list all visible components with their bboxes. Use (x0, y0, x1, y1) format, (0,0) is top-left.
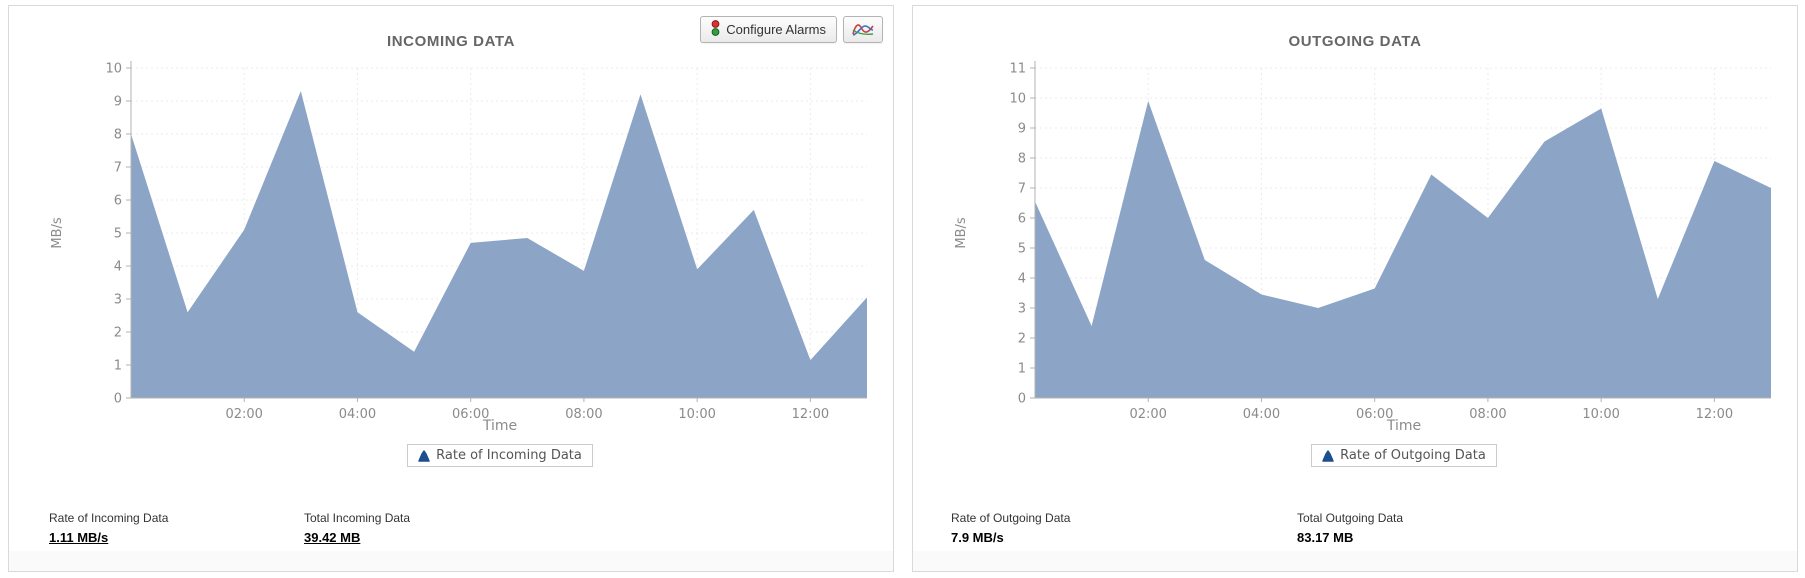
svg-text:10: 10 (1009, 92, 1026, 107)
stat-value: 7.9 MB/s (951, 530, 1004, 545)
stat-rate-incoming: Rate of Incoming Data 1.11 MB/s (49, 511, 304, 545)
svg-text:1: 1 (1018, 362, 1026, 377)
area-series-icon (1322, 449, 1334, 462)
configure-alarms-label: Configure Alarms (726, 22, 826, 37)
svg-text:2: 2 (1018, 332, 1026, 347)
svg-text:5: 5 (1018, 242, 1026, 257)
outgoing-legend-row: Rate of Outgoing Data (1035, 444, 1773, 467)
svg-text:8: 8 (114, 128, 122, 143)
incoming-legend[interactable]: Rate of Incoming Data (407, 444, 593, 467)
stat-total-outgoing: Total Outgoing Data 83.17 MB (1297, 511, 1403, 545)
svg-text:04:00: 04:00 (1243, 407, 1280, 422)
outgoing-legend-label: Rate of Outgoing Data (1340, 448, 1486, 463)
svg-text:10:00: 10:00 (1582, 407, 1619, 422)
svg-text:02:00: 02:00 (225, 407, 262, 422)
incoming-legend-label: Rate of Incoming Data (436, 448, 582, 463)
svg-text:6: 6 (1018, 212, 1026, 227)
svg-text:11: 11 (1009, 62, 1026, 77)
stat-total-incoming: Total Incoming Data 39.42 MB (304, 511, 410, 545)
svg-text:12:00: 12:00 (1696, 407, 1733, 422)
outgoing-chart-title: OUTGOING DATA (1288, 33, 1422, 50)
svg-text:0: 0 (1018, 392, 1026, 407)
svg-text:06:00: 06:00 (1356, 407, 1393, 422)
incoming-legend-row: Rate of Incoming Data (131, 444, 869, 467)
svg-text:4: 4 (1018, 272, 1026, 287)
svg-text:0: 0 (114, 392, 122, 407)
incoming-chart-title: INCOMING DATA (386, 33, 516, 50)
outgoing-data-panel: OUTGOING DATA 0 1 2 3 4 5 6 7 8 9 10 11 02:00 04:00 06… (912, 5, 1798, 572)
svg-text:9: 9 (1018, 122, 1026, 137)
svg-text:MB/s: MB/s (954, 217, 969, 249)
svg-text:08:00: 08:00 (1469, 407, 1506, 422)
toolbar: Configure Alarms (700, 16, 883, 43)
svg-text:10: 10 (105, 62, 122, 77)
chart-type-button[interactable] (843, 16, 883, 43)
stat-value-link[interactable]: 39.42 MB (304, 530, 361, 545)
incoming-area-chart[interactable]: 0 1 2 3 4 5 6 7 8 9 10 02:00 04:00 06:00 08:00 10:00 12:… (19, 54, 879, 424)
stat-label: Total Outgoing Data (1297, 511, 1404, 525)
traffic-light-icon (711, 20, 720, 39)
svg-text:2: 2 (114, 326, 122, 341)
stat-value-link[interactable]: 1.11 MB/s (49, 530, 109, 545)
stat-label: Total Incoming Data (304, 511, 411, 525)
incoming-x-axis-title: Time (482, 418, 518, 434)
svg-text:5: 5 (114, 227, 122, 242)
area-series-icon (418, 449, 430, 462)
stat-value: 83.17 MB (1297, 530, 1354, 545)
panel-footer (9, 551, 893, 571)
svg-text:06:00: 06:00 (452, 407, 489, 422)
svg-text:7: 7 (114, 161, 122, 176)
svg-text:7: 7 (1018, 182, 1026, 197)
outgoing-stats: Rate of Outgoing Data 7.9 MB/s Total Out… (951, 511, 1403, 545)
outgoing-area-chart[interactable]: 0 1 2 3 4 5 6 7 8 9 10 11 02:00 04:00 06:00 08:00 10:00 1… (923, 54, 1783, 424)
stat-label: Rate of Incoming Data (49, 511, 169, 525)
outgoing-legend[interactable]: Rate of Outgoing Data (1311, 444, 1497, 467)
svg-text:10:00: 10:00 (678, 407, 715, 422)
svg-text:4: 4 (114, 260, 122, 275)
incoming-stats: Rate of Incoming Data 1.11 MB/s Total In… (49, 511, 410, 545)
panel-footer (913, 551, 1797, 571)
configure-alarms-button[interactable]: Configure Alarms (700, 16, 837, 43)
svg-text:1: 1 (114, 359, 122, 374)
svg-text:3: 3 (1018, 302, 1026, 317)
outgoing-x-axis-title: Time (1386, 418, 1422, 434)
svg-text:9: 9 (114, 95, 122, 110)
stat-rate-outgoing: Rate of Outgoing Data 7.9 MB/s (951, 511, 1297, 545)
svg-text:02:00: 02:00 (1129, 407, 1166, 422)
svg-text:08:00: 08:00 (565, 407, 602, 422)
svg-text:04:00: 04:00 (339, 407, 376, 422)
svg-text:3: 3 (114, 293, 122, 308)
line-chart-icon (852, 21, 874, 39)
stat-label: Rate of Outgoing Data (951, 511, 1071, 525)
svg-text:MB/s: MB/s (50, 217, 65, 249)
incoming-data-panel: Configure Alarms INCOMING DATA 0 1 2 3 4 5 6 7 8… (8, 5, 894, 572)
svg-text:8: 8 (1018, 152, 1026, 167)
svg-text:12:00: 12:00 (792, 407, 829, 422)
svg-text:6: 6 (114, 194, 122, 209)
